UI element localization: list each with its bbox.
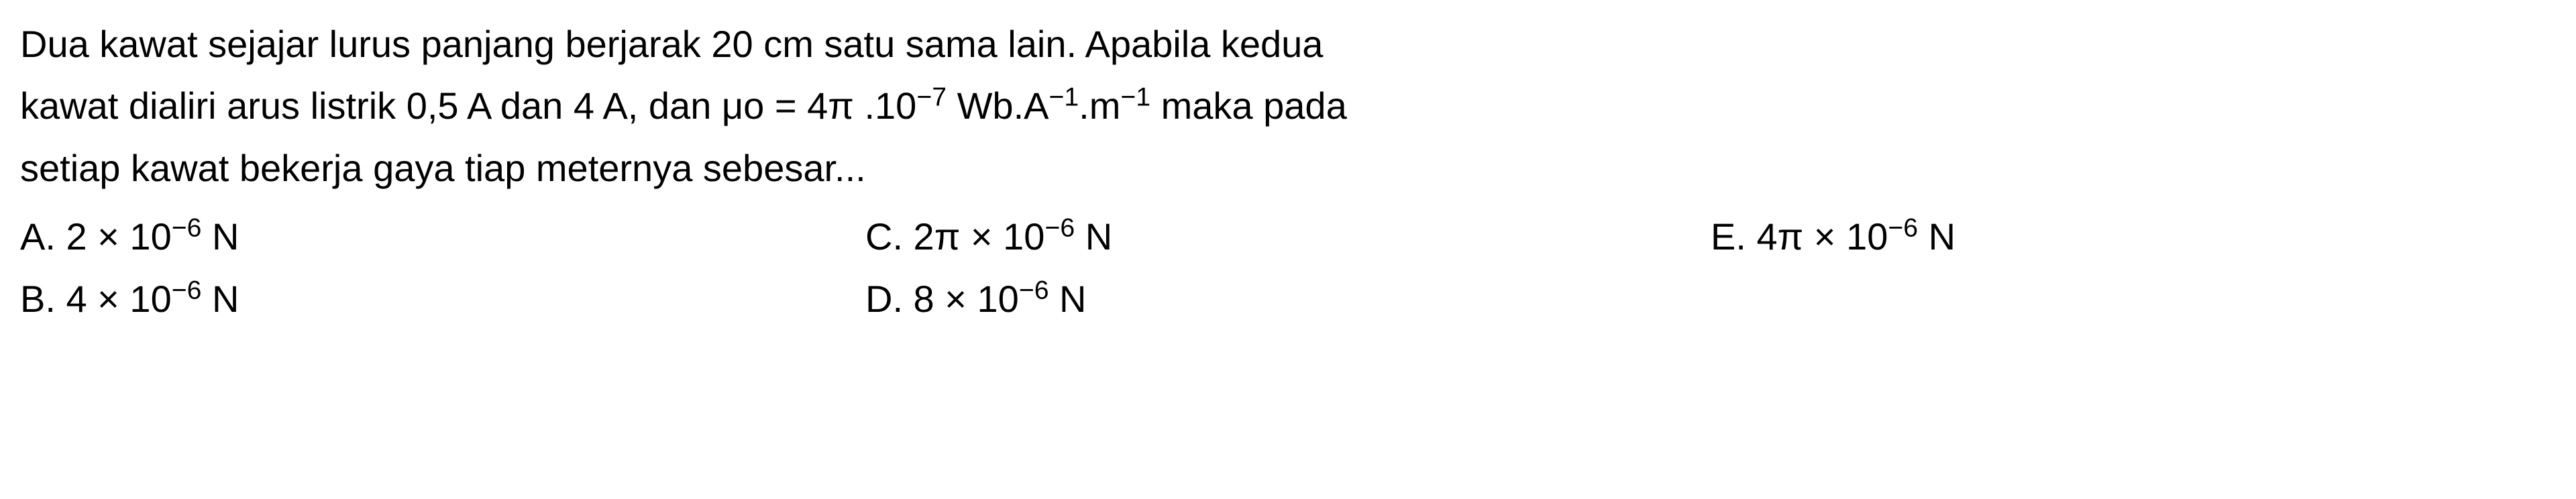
text-part: kawat dialiri arus listrik 0,5 A dan 4 A… — [20, 85, 916, 127]
option-label: C. 2π × 10 — [865, 215, 1044, 258]
text-part: maka pada — [1150, 85, 1347, 127]
option-b: B. 4 × 10−6 N — [20, 268, 865, 330]
question-line-1: Dua kawat sejajar lurus panjang berjarak… — [20, 13, 2556, 75]
question-line-2: kawat dialiri arus listrik 0,5 A dan 4 A… — [20, 75, 2556, 137]
question-line-3: setiap kawat bekerja gaya tiap meternya … — [20, 137, 2556, 199]
option-unit: N — [1075, 215, 1112, 258]
option-c: C. 2π × 10−6 N — [865, 206, 1711, 268]
option-unit: N — [201, 215, 239, 258]
option-d: D. 8 × 10−6 N — [865, 268, 1711, 330]
option-label: A. 2 × 10 — [20, 215, 172, 258]
exponent: −6 — [1019, 276, 1049, 304]
option-e: E. 4π × 10−6 N — [1711, 206, 2556, 268]
option-label: E. 4π × 10 — [1711, 215, 1888, 258]
exponent: −6 — [1888, 214, 1918, 243]
option-label: B. 4 × 10 — [20, 278, 172, 320]
question-text: Dua kawat sejajar lurus panjang berjarak… — [20, 13, 2556, 199]
text-part: .m — [1079, 85, 1120, 127]
option-unit: N — [201, 278, 239, 320]
options-container: A. 2 × 10−6 N C. 2π × 10−6 N E. 4π × 10−… — [20, 206, 2556, 330]
exponent: −1 — [1120, 83, 1150, 112]
text-part: Wb.A — [947, 85, 1049, 127]
exponent: −6 — [1044, 214, 1075, 243]
exponent: −1 — [1049, 83, 1079, 112]
exponent: −7 — [916, 83, 947, 112]
exponent: −6 — [172, 276, 202, 304]
option-unit: N — [1049, 278, 1087, 320]
option-unit: N — [1918, 215, 1955, 258]
option-label: D. 8 × 10 — [865, 278, 1019, 320]
option-a: A. 2 × 10−6 N — [20, 206, 865, 268]
exponent: −6 — [172, 214, 202, 243]
